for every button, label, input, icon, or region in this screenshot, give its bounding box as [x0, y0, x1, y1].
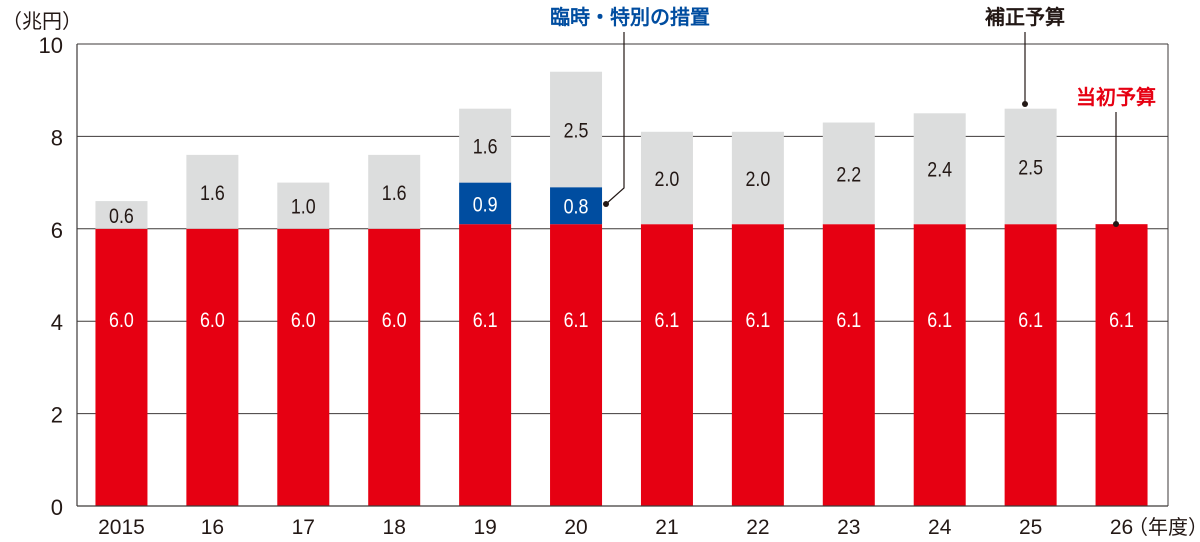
data-label: 1.6: [473, 135, 498, 159]
bar-segment: [1004, 224, 1057, 506]
data-label: 6.1: [1018, 309, 1043, 333]
annotation-label: 当初予算: [1076, 85, 1156, 109]
bar-segment: [913, 113, 966, 225]
data-label: 6.1: [655, 309, 680, 333]
data-label: 1.6: [200, 182, 225, 206]
bar-segment: [913, 224, 966, 506]
bar-segment: [95, 228, 148, 507]
data-label: 2.5: [564, 119, 589, 143]
annotation-label: 補正予算: [984, 5, 1065, 29]
x-tick-label: 16: [201, 516, 224, 539]
data-label: 2.2: [836, 163, 861, 187]
bar-segment: [277, 182, 330, 229]
data-label: 6.1: [473, 309, 498, 333]
x-tick-label: 25: [1019, 516, 1042, 539]
x-unit-label: （年度）: [1128, 516, 1200, 539]
x-tick-label: 19: [473, 516, 496, 539]
y-tick-label: 4: [51, 310, 63, 335]
annotation-arrowhead: [1022, 101, 1028, 107]
data-label: 0.9: [473, 193, 498, 217]
x-tick-label: 21: [655, 516, 678, 539]
bar-segment: [731, 224, 784, 506]
bar-segment: [459, 182, 512, 225]
data-label: 6.1: [836, 309, 861, 333]
bar-segment: [550, 187, 603, 225]
data-label: 6.1: [927, 309, 952, 333]
y-tick-label: 10: [39, 33, 63, 58]
annotation-arrowhead: [1113, 221, 1119, 227]
bar-segment: [1095, 224, 1148, 506]
x-tick-label: 22: [746, 516, 769, 539]
data-label: 6.1: [1109, 309, 1134, 333]
bar-segment: [822, 122, 875, 225]
data-label: 2.0: [655, 168, 680, 192]
bar-segment: [640, 224, 693, 506]
data-label: 0.6: [109, 205, 134, 229]
bar-segment: [459, 224, 512, 506]
x-tick-label: 24: [928, 516, 952, 539]
bar-segment: [1004, 108, 1057, 225]
bar-segment: [368, 228, 421, 507]
bar-segment: [277, 228, 330, 507]
data-label: 6.0: [291, 309, 316, 333]
bar-segment: [822, 224, 875, 506]
x-tick-label: 26: [1110, 516, 1133, 539]
x-tick-label: 20: [564, 516, 587, 539]
data-label: 6.1: [745, 309, 770, 333]
bar-segment: [186, 228, 239, 507]
bar-segment: [459, 108, 512, 183]
data-label: 6.1: [564, 309, 589, 333]
x-tick-label: 18: [383, 516, 406, 539]
data-label: 2.4: [927, 158, 952, 182]
annotation-arrow-line: [605, 32, 625, 205]
data-label: 6.0: [109, 309, 134, 333]
annotation-arrowhead: [603, 201, 609, 207]
bar-segment: [95, 201, 148, 229]
data-label: 2.5: [1018, 156, 1043, 180]
y-tick-label: 0: [51, 495, 63, 520]
y-tick-label: 2: [51, 403, 63, 428]
bar-segment: [368, 154, 421, 229]
bar-segment: [186, 154, 239, 229]
annotation-label: 臨時・特別の措置: [550, 5, 710, 29]
y-unit-label: （兆円）: [2, 10, 82, 33]
x-tick-label: 23: [837, 516, 860, 539]
data-label: 1.6: [382, 182, 407, 206]
data-label: 2.0: [745, 168, 770, 192]
data-label: 6.0: [382, 309, 407, 333]
bar-segment: [731, 131, 784, 225]
y-tick-label: 8: [51, 125, 63, 150]
data-label: 0.8: [564, 195, 589, 219]
data-label: 6.0: [200, 309, 225, 333]
data-label: 1.0: [291, 195, 316, 219]
bar-segment: [550, 224, 603, 506]
bar-segment: [550, 71, 603, 188]
y-tick-label: 6: [51, 218, 63, 243]
x-tick-label: 2015: [98, 516, 145, 539]
x-tick-label: 17: [292, 516, 315, 539]
bar-segment: [640, 131, 693, 225]
